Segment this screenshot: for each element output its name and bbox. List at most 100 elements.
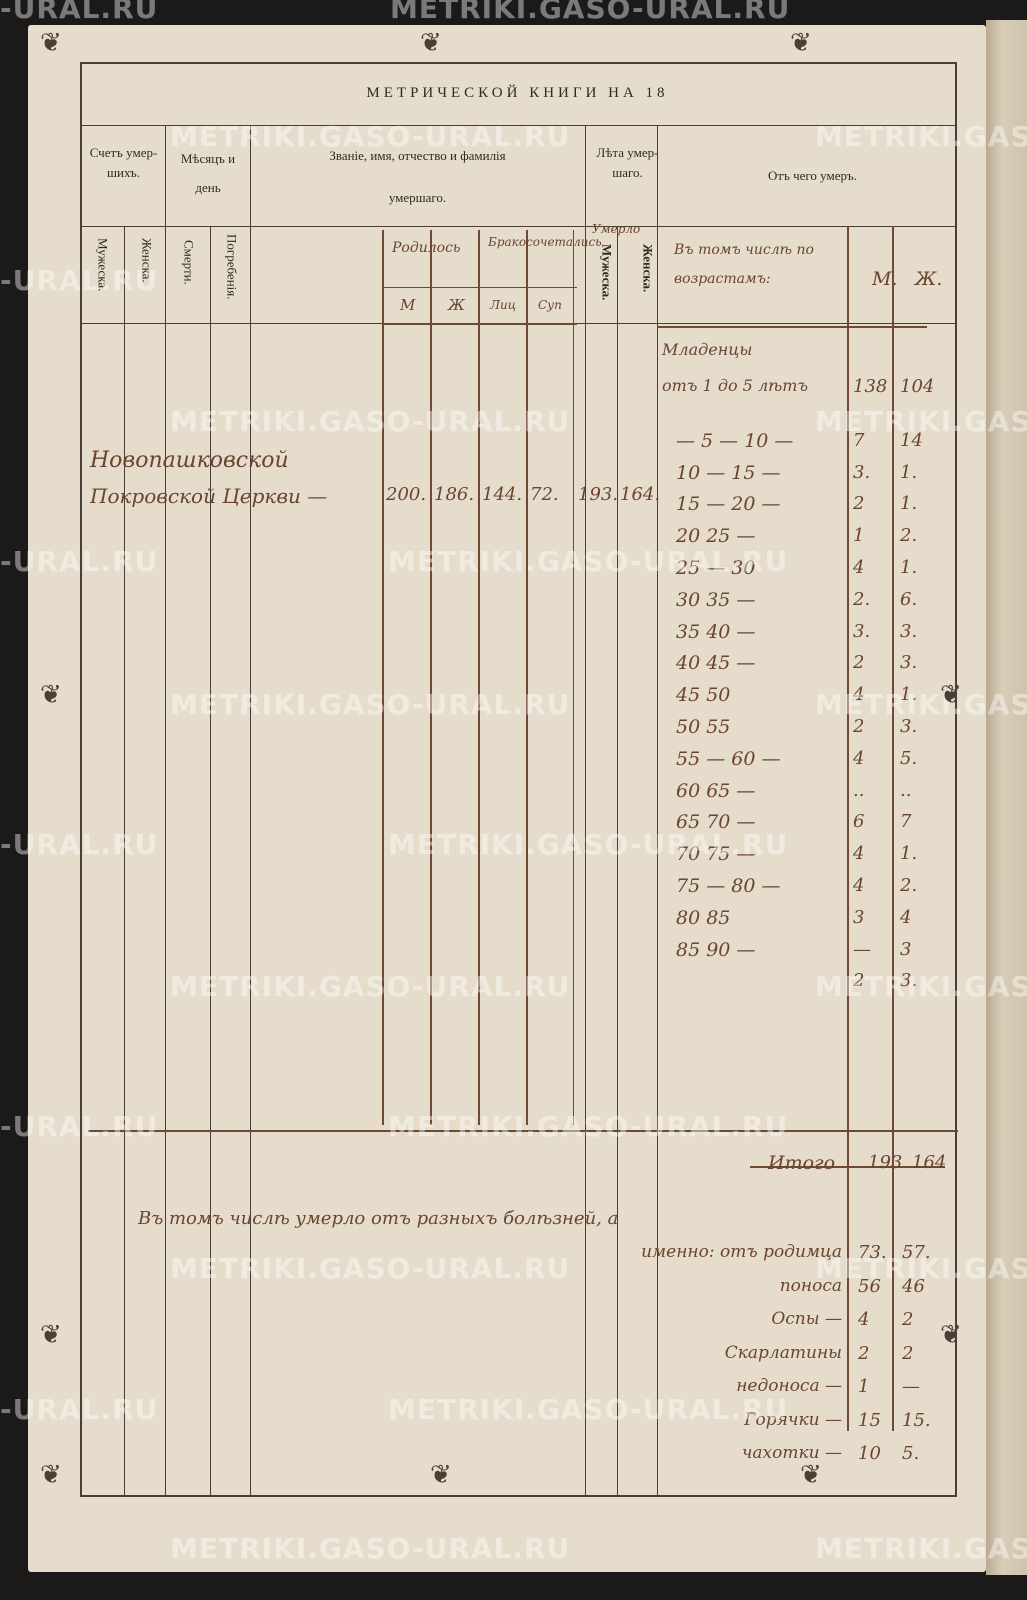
hw-married-couples: Суп: [538, 298, 562, 312]
age-row-female: 3.: [900, 652, 918, 674]
watermark: METRIKI.GASO-URAL.RU: [388, 545, 789, 578]
age-row-male: 4: [853, 557, 865, 578]
parish-value: 144.: [482, 484, 523, 505]
watermark: -URAL.RU: [0, 264, 159, 297]
rule-line: [210, 226, 211, 1496]
age-row-male: 138: [853, 376, 888, 397]
parish-value: 186.: [434, 484, 475, 505]
total-male: 193: [868, 1152, 903, 1173]
age-row-female: 3: [900, 938, 912, 960]
age-row-male: 2: [853, 652, 865, 674]
age-row-label: 10 — 15 —: [676, 461, 781, 484]
age-row-male: 6: [853, 811, 865, 833]
rule-line: [430, 230, 432, 1125]
age-row-male: 2: [853, 970, 865, 992]
age-row-label: 30 35 —: [676, 588, 756, 611]
header-burial: Погребенія.: [224, 234, 240, 300]
age-row-female: 4: [900, 906, 912, 928]
ornament-icon: ❦: [940, 680, 962, 710]
ornament-icon: ❦: [40, 1320, 62, 1350]
rule-line: [750, 1166, 945, 1168]
rule-line: [847, 226, 849, 1431]
disease-row-label: Горячки —: [744, 1409, 842, 1430]
ornament-icon: ❦: [40, 680, 62, 710]
watermark: METRIKI.GASO-URAL.RU: [388, 1110, 789, 1143]
watermark: METRIKI.GASO-URAL.RU: [388, 1393, 789, 1426]
total-female: 164: [912, 1152, 947, 1173]
watermark: METRIKI.GASO-URAL.RU: [815, 688, 1027, 721]
age-row-female: 6.: [900, 588, 918, 610]
age-row-label: 45 50: [676, 684, 731, 707]
disease-row-female: —: [902, 1376, 920, 1397]
rule-line: [88, 1130, 958, 1132]
watermark: METRIKI.GASO-URAL.RU: [170, 1252, 571, 1285]
ornament-icon: ❦: [430, 1460, 452, 1490]
age-row-male: 3: [853, 906, 865, 928]
parish-line-2: Покровской Церкви —: [90, 484, 328, 508]
watermark: METRIKI.GASO-URAL.RU: [170, 688, 571, 721]
watermark: -URAL.RU: [0, 545, 159, 578]
watermark: METRIKI.GASO-URAL.RU: [815, 120, 1027, 153]
disease-row-male: 73.: [858, 1242, 887, 1263]
disease-row-female: 2: [902, 1342, 914, 1364]
age-row-label-2: отъ 1 до 5 лѣтъ: [662, 376, 809, 395]
ornament-icon: ❦: [790, 28, 812, 58]
header-name-1: Званіе, имя, отчество и фамилія: [329, 148, 506, 163]
parish-line-1: Новопашковской: [90, 448, 289, 473]
rule-line: [165, 125, 166, 1495]
rule-line: [955, 62, 957, 1497]
age-row-male: 2: [853, 716, 865, 737]
disease-row-male: 1: [858, 1376, 870, 1397]
header-cause: Отъ чего умеръ.: [768, 168, 857, 183]
hw-married: Бракосочетались: [488, 235, 602, 249]
age-row-female: 2.: [900, 875, 918, 896]
age-row-male: 4: [853, 684, 865, 706]
watermark: -URAL.RU: [0, 1110, 159, 1143]
age-row-label: — 5 — 10 —: [676, 429, 794, 452]
age-row-female: 5.: [900, 747, 918, 769]
age-row-label: 40 45 —: [676, 652, 756, 675]
age-row-female: 7: [900, 811, 912, 833]
age-row-female: 1.: [900, 843, 918, 865]
watermark: METRIKI.GASO-URAL.RU: [170, 970, 571, 1003]
parish-value: 72.: [530, 484, 559, 505]
age-row-female: 3.: [900, 716, 918, 737]
header-age-female: Женска.: [640, 244, 656, 293]
header-death: Смерти.: [181, 240, 197, 285]
watermark: METRIKI.GASO-URAL.RU: [170, 1532, 571, 1565]
age-row-label: 65 70 —: [676, 811, 756, 834]
disease-row-female: 46: [902, 1275, 925, 1297]
adjacent-page-edge: [986, 20, 1027, 1575]
total-label: Итого: [768, 1152, 836, 1174]
age-row-label: 15 — 20 —: [676, 493, 781, 516]
ornament-icon: ❦: [40, 28, 62, 58]
disease-row-label: чахотки —: [741, 1443, 842, 1463]
disease-row-male: 56: [858, 1275, 881, 1297]
age-row-label: 55 — 60 —: [676, 747, 781, 770]
parish-value: 200.: [386, 484, 427, 505]
disease-row-female: 5.: [902, 1443, 920, 1464]
header-count: Счетъ умер- шихъ.: [89, 145, 158, 180]
watermark: -URAL.RU: [0, 0, 159, 25]
header-age: Лѣта умер- шаго.: [596, 145, 659, 180]
age-row-female: 2.: [900, 525, 918, 547]
ornament-icon: ❦: [940, 1320, 962, 1350]
hw-born: Родилось: [392, 240, 461, 256]
ornament-icon: ❦: [420, 28, 442, 58]
age-row-label: 70 75 —: [676, 843, 756, 866]
watermark: METRIKI.GASO-URAL.RU: [815, 405, 1027, 438]
watermark: METRIKI.GASO-URAL.RU: [390, 0, 791, 25]
age-row-label: 60 65 —: [676, 779, 756, 802]
header-count-female: Женска.: [139, 238, 155, 283]
age-row-male: 4: [853, 875, 865, 896]
age-row-male: 2.: [853, 588, 871, 610]
header-name-2: умершаго.: [388, 190, 447, 205]
hw-cause-by-age: Въ томъ числѣ по возрастамъ:: [674, 242, 814, 288]
watermark: METRIKI.GASO-URAL.RU: [170, 120, 571, 153]
rule-line: [585, 125, 586, 1495]
watermark: METRIKI.GASO-URAL.RU: [815, 1252, 1027, 1285]
hw-cause-m: М.: [872, 268, 898, 290]
age-row-label: 75 — 80 —: [676, 875, 781, 897]
age-row-female: 3.: [900, 970, 918, 992]
rule-line: [892, 226, 894, 1431]
